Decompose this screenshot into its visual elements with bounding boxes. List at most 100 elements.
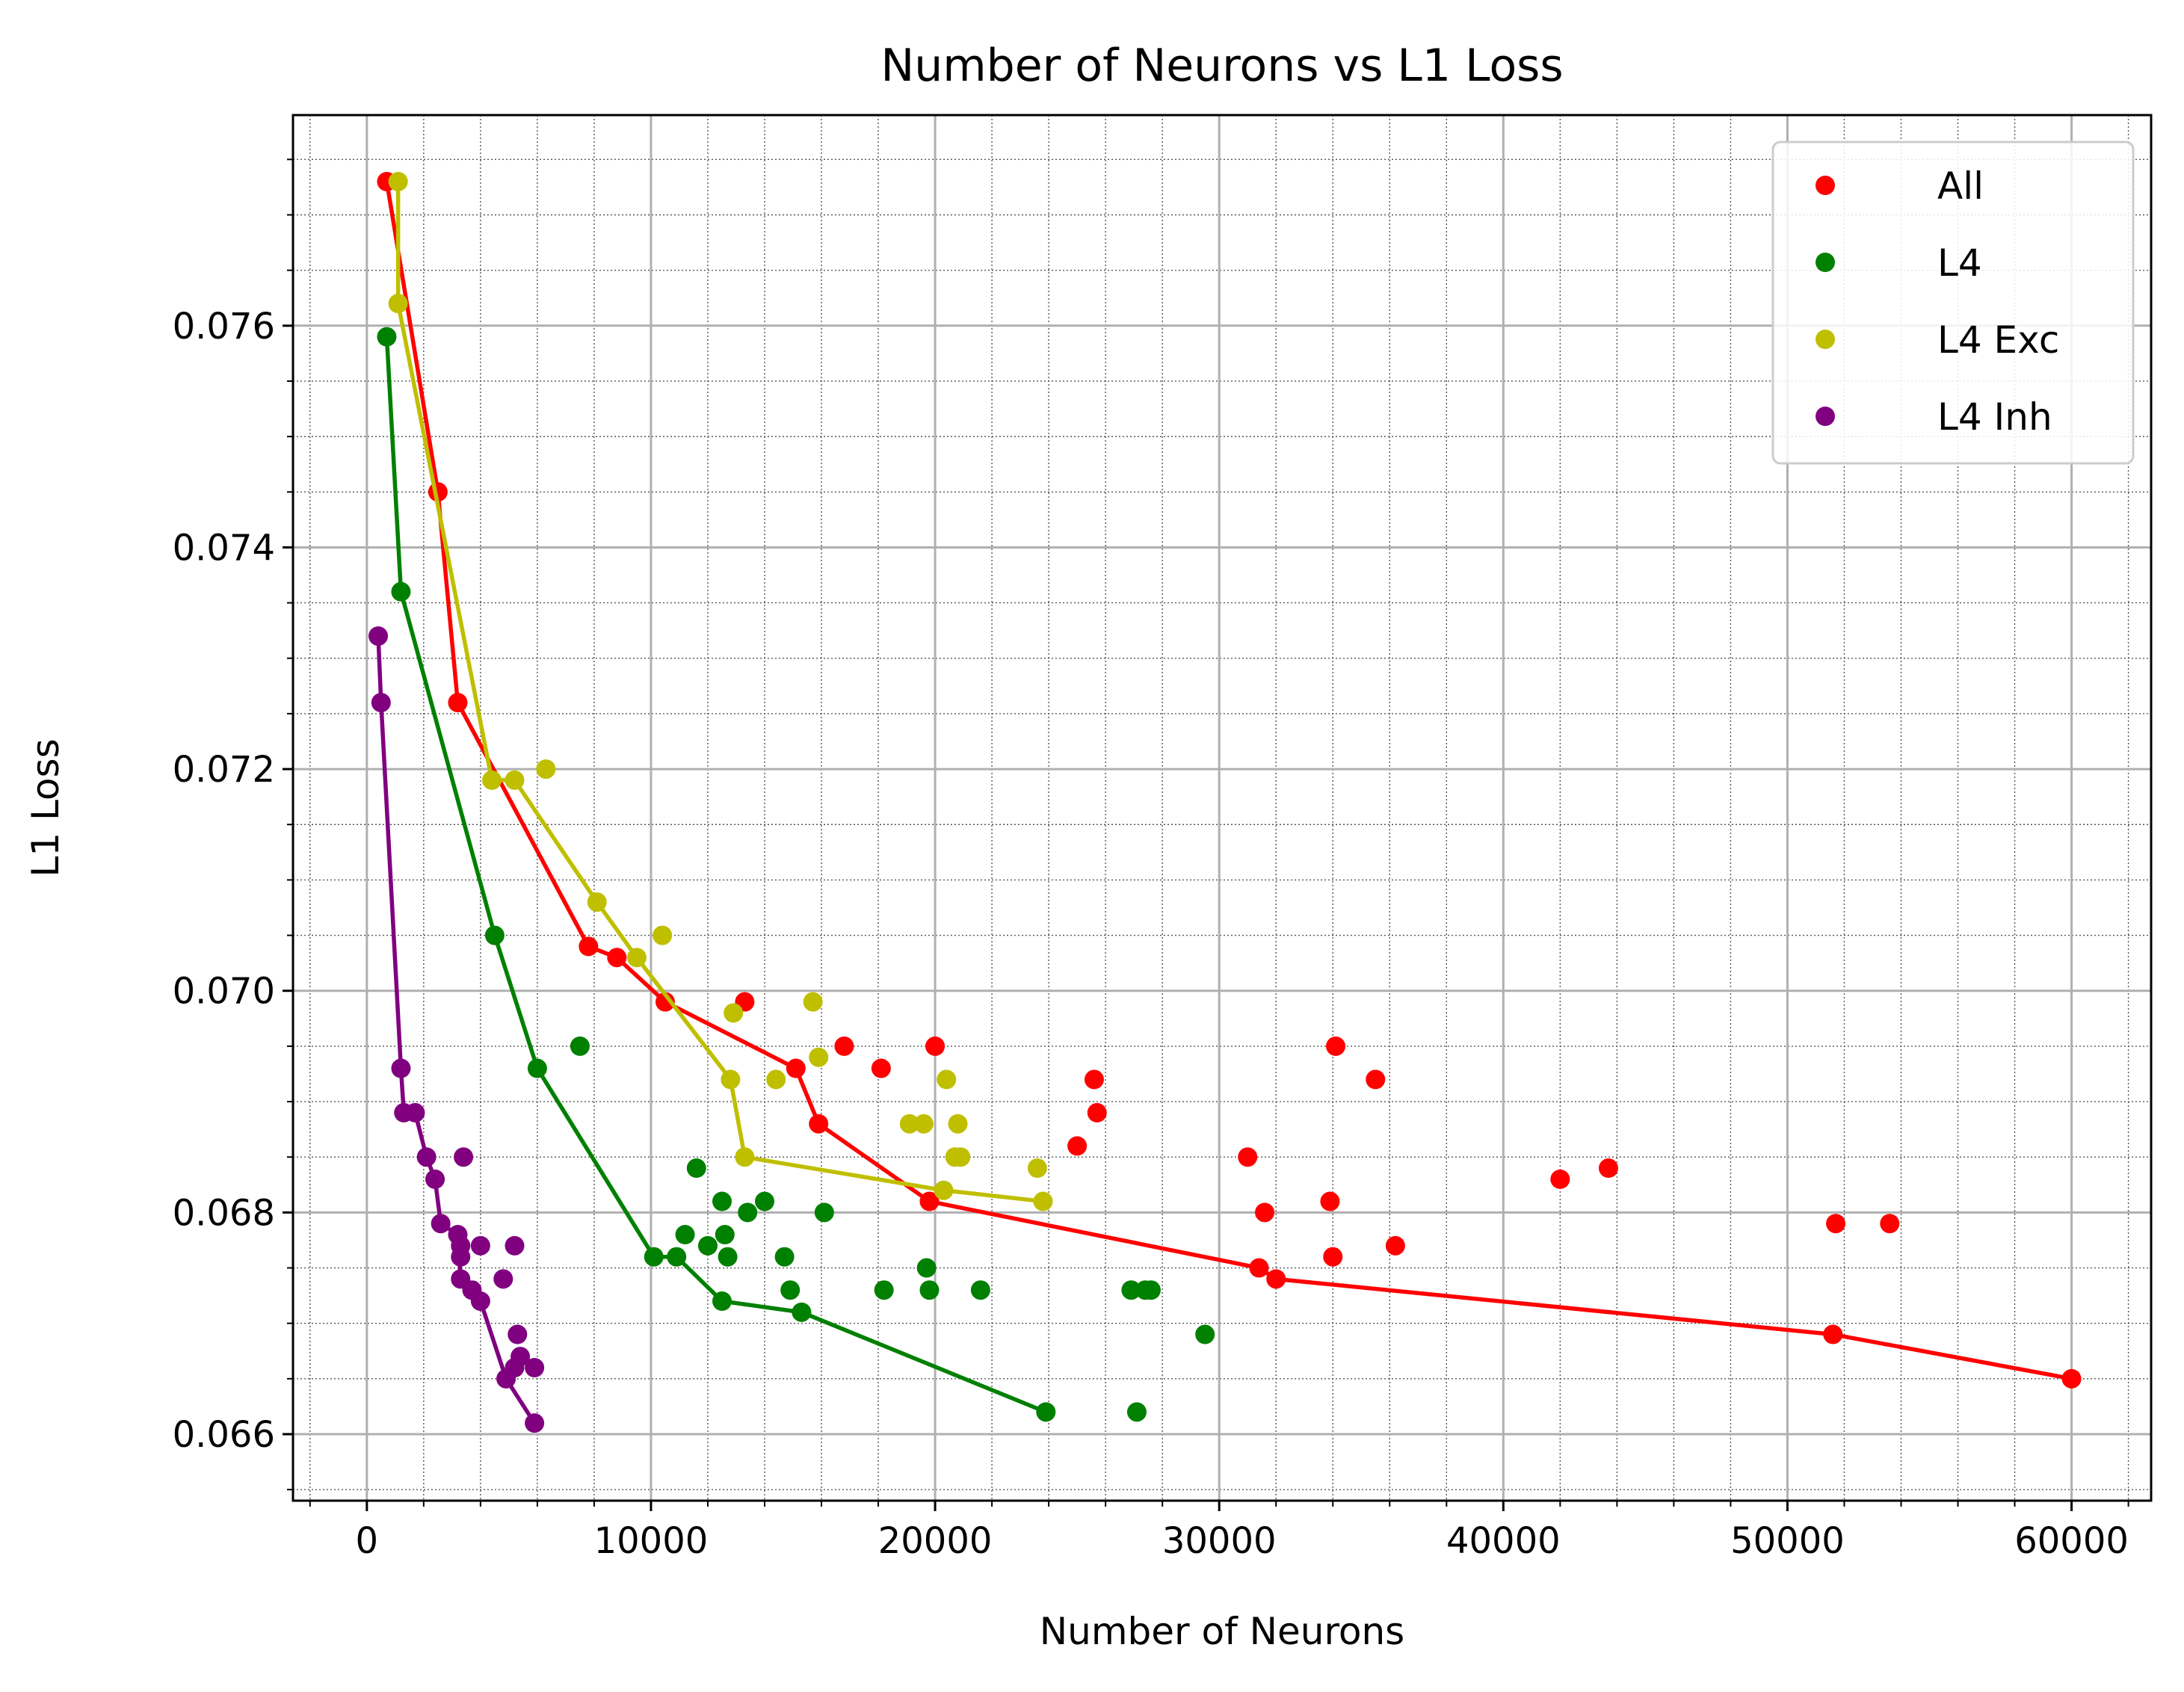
point-all	[1823, 1324, 1843, 1344]
point-l4	[391, 581, 411, 602]
point-all	[448, 693, 468, 713]
point-l4-inh	[391, 1058, 411, 1078]
point-all	[1238, 1147, 1258, 1167]
point-l4-exc	[803, 992, 823, 1012]
point-l4-exc	[388, 294, 408, 314]
legend-box	[1771, 141, 2135, 465]
point-all	[1323, 1247, 1343, 1267]
point-l4-exc	[388, 171, 408, 191]
point-l4	[814, 1202, 834, 1223]
point-all	[1320, 1191, 1340, 1211]
point-all	[1266, 1269, 1286, 1289]
point-l4-inh	[470, 1235, 490, 1256]
point-all	[655, 992, 675, 1012]
y-axis-label: L1 Loss	[24, 738, 67, 877]
point-l4-inh	[416, 1147, 437, 1167]
point-l4-inh	[371, 693, 391, 713]
point-all	[871, 1058, 891, 1078]
point-l4-exc	[951, 1147, 971, 1167]
point-l4	[644, 1247, 664, 1267]
point-all	[1249, 1258, 1269, 1278]
y-tick-label: 0.068	[173, 1192, 275, 1234]
point-l4-exc	[899, 1114, 919, 1134]
point-all	[1598, 1158, 1618, 1179]
point-l4	[527, 1058, 547, 1078]
x-tick-label: 30000	[1162, 1520, 1277, 1562]
y-tick-label: 0.072	[173, 749, 275, 791]
point-l4-exc	[721, 1069, 741, 1090]
point-l4-exc	[948, 1114, 968, 1134]
point-l4-exc	[809, 1047, 829, 1067]
y-tick-label: 0.076	[173, 306, 275, 348]
point-l4	[712, 1291, 732, 1312]
y-tick-label: 0.074	[173, 527, 275, 569]
point-all	[1880, 1214, 1900, 1234]
point-l4-inh	[431, 1214, 451, 1234]
point-all	[786, 1058, 806, 1078]
point-l4-inh	[510, 1347, 531, 1367]
point-l4	[1141, 1280, 1161, 1300]
point-l4-inh	[405, 1102, 425, 1123]
point-l4-exc	[536, 759, 556, 779]
point-l4-inh	[525, 1413, 545, 1433]
point-all	[1366, 1069, 1386, 1090]
point-l4-exc	[766, 1069, 786, 1090]
series-line-l4-exc	[395, 181, 1043, 1204]
point-l4-inh	[525, 1358, 545, 1378]
x-tick-label: 20000	[878, 1520, 993, 1562]
point-l4	[715, 1225, 735, 1245]
point-l4-exc	[934, 1180, 954, 1200]
legend-marker-l4-inh	[1816, 407, 1835, 426]
major-grid	[293, 115, 2151, 1501]
x-tick-label: 0	[356, 1520, 379, 1562]
point-l4-inh	[470, 1291, 490, 1312]
x-tick-label: 60000	[2014, 1520, 2129, 1562]
point-l4-exc	[587, 892, 607, 913]
point-all	[2061, 1368, 2082, 1389]
x-tick-label: 10000	[594, 1520, 709, 1562]
point-l4	[667, 1247, 687, 1267]
chart-title: Number of Neurons vs L1 Loss	[880, 40, 1563, 92]
point-all	[1255, 1202, 1275, 1223]
point-l4	[718, 1247, 738, 1267]
point-l4-inh	[505, 1235, 525, 1256]
point-l4-inh	[454, 1147, 474, 1167]
legend-marker-all	[1816, 176, 1835, 195]
point-l4	[780, 1280, 801, 1300]
point-l4-exc	[482, 770, 502, 790]
point-l4	[919, 1280, 940, 1300]
point-l4	[1121, 1280, 1141, 1300]
point-l4	[774, 1247, 795, 1267]
point-l4	[916, 1258, 937, 1278]
point-l4-exc	[1027, 1158, 1047, 1179]
point-l4-exc	[724, 1003, 744, 1023]
point-all	[1826, 1214, 1846, 1234]
point-all	[1385, 1235, 1405, 1256]
point-l4	[484, 925, 505, 945]
series-l4	[377, 327, 1215, 1422]
series-l4-inh	[368, 626, 545, 1433]
point-l4-exc	[1033, 1191, 1053, 1211]
point-l4	[675, 1225, 695, 1245]
point-l4-exc	[735, 1147, 755, 1167]
point-l4-exc	[913, 1114, 934, 1134]
point-all	[1084, 1069, 1104, 1090]
series-all	[377, 171, 2082, 1389]
plot-frame	[291, 114, 2153, 1502]
point-l4	[712, 1191, 732, 1211]
point-l4	[1126, 1402, 1147, 1422]
legend: All L4 L4 Exc L4 Inh	[1771, 141, 2135, 465]
point-l4-inh	[508, 1324, 528, 1344]
point-all	[925, 1036, 946, 1056]
x-axis-label: Number of Neurons	[1040, 1610, 1404, 1653]
y-tick-label: 0.066	[173, 1414, 275, 1456]
point-all	[1087, 1102, 1107, 1123]
point-all	[834, 1036, 854, 1056]
point-l4-inh	[368, 626, 389, 646]
point-l4	[970, 1280, 990, 1300]
legend-label-l4: L4	[1937, 241, 1982, 285]
y-tick-label: 0.070	[173, 971, 275, 1013]
legend-label-l4-inh: L4 Inh	[1937, 395, 2052, 439]
legend-marker-l4	[1816, 253, 1835, 272]
point-l4	[792, 1302, 812, 1322]
